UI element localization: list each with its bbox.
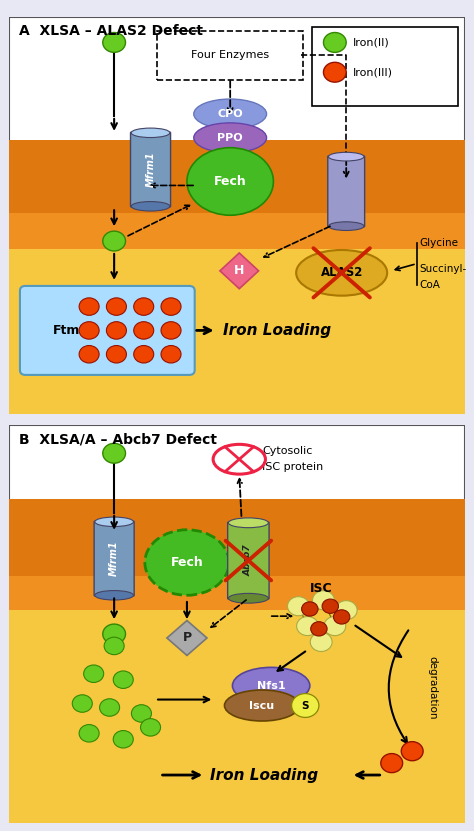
Circle shape (288, 597, 310, 616)
Bar (9, 140, 465, 215)
Text: degradation: degradation (428, 656, 438, 720)
Circle shape (72, 695, 92, 712)
Text: CPO: CPO (218, 109, 243, 119)
Text: Iscu: Iscu (249, 701, 274, 711)
Circle shape (335, 601, 357, 620)
Circle shape (323, 32, 346, 52)
Text: Abcb7: Abcb7 (244, 544, 253, 577)
Text: Fech: Fech (171, 556, 203, 569)
Circle shape (161, 346, 181, 363)
Circle shape (103, 231, 126, 251)
Text: S: S (301, 701, 309, 711)
Ellipse shape (131, 202, 170, 211)
Ellipse shape (194, 99, 266, 129)
FancyBboxPatch shape (20, 286, 195, 375)
Circle shape (134, 346, 154, 363)
Circle shape (79, 346, 99, 363)
Text: Iron(II): Iron(II) (353, 37, 390, 47)
Text: ALAS2: ALAS2 (320, 266, 363, 279)
Circle shape (312, 591, 334, 610)
Text: Glycine: Glycine (419, 238, 458, 248)
Text: A  XLSA – ALAS2 Defect: A XLSA – ALAS2 Defect (18, 24, 202, 37)
Text: Ftmt: Ftmt (53, 324, 86, 337)
Text: Mfrm1: Mfrm1 (146, 152, 155, 187)
Text: ISC: ISC (310, 582, 332, 595)
Bar (9, 249, 465, 414)
Circle shape (310, 632, 332, 652)
Ellipse shape (131, 128, 170, 138)
Bar (9, 577, 465, 612)
Circle shape (83, 665, 104, 682)
Text: Succinyl-: Succinyl- (419, 264, 466, 274)
Circle shape (161, 322, 181, 339)
Ellipse shape (296, 250, 387, 296)
Circle shape (103, 444, 126, 463)
Text: ISC protein: ISC protein (262, 462, 323, 472)
Circle shape (79, 297, 99, 315)
Circle shape (79, 322, 99, 339)
Circle shape (134, 297, 154, 315)
Text: Iron(III): Iron(III) (353, 67, 393, 77)
Circle shape (131, 705, 152, 722)
Text: Nfs1: Nfs1 (257, 681, 285, 691)
Ellipse shape (95, 591, 134, 600)
Text: Four Enzymes: Four Enzymes (191, 50, 269, 60)
Ellipse shape (95, 517, 134, 527)
Circle shape (103, 32, 126, 52)
FancyBboxPatch shape (312, 27, 458, 106)
Ellipse shape (328, 152, 364, 161)
Circle shape (381, 754, 402, 773)
Ellipse shape (232, 667, 310, 704)
Text: B  XLSA/A – Abcb7 Defect: B XLSA/A – Abcb7 Defect (18, 433, 217, 446)
Ellipse shape (194, 123, 266, 153)
Circle shape (100, 699, 119, 716)
FancyBboxPatch shape (328, 156, 365, 227)
Polygon shape (220, 253, 259, 288)
Circle shape (297, 617, 319, 636)
FancyBboxPatch shape (130, 132, 171, 207)
Text: Iron Loading: Iron Loading (210, 768, 318, 783)
Ellipse shape (328, 222, 364, 230)
Text: H: H (234, 264, 245, 278)
Circle shape (113, 730, 133, 748)
Bar (9, 499, 465, 578)
Circle shape (103, 624, 126, 644)
Bar (9, 214, 465, 251)
Ellipse shape (145, 529, 229, 595)
FancyBboxPatch shape (228, 522, 269, 599)
Circle shape (322, 599, 338, 613)
Text: P: P (182, 632, 191, 645)
Circle shape (134, 322, 154, 339)
Circle shape (292, 694, 319, 717)
Text: Mfrm1: Mfrm1 (109, 541, 119, 577)
Circle shape (324, 617, 346, 636)
Text: Fech: Fech (214, 175, 246, 188)
Ellipse shape (187, 148, 273, 215)
Circle shape (113, 671, 133, 688)
Circle shape (301, 602, 318, 616)
Circle shape (106, 322, 127, 339)
Ellipse shape (228, 518, 268, 528)
Ellipse shape (225, 690, 300, 721)
Circle shape (401, 741, 423, 760)
Text: Cytosolic: Cytosolic (262, 446, 312, 456)
Circle shape (311, 622, 327, 636)
Circle shape (323, 62, 346, 82)
Circle shape (104, 637, 124, 655)
Circle shape (79, 725, 99, 742)
FancyBboxPatch shape (94, 521, 134, 596)
Circle shape (106, 346, 127, 363)
Text: Iron Loading: Iron Loading (223, 323, 331, 338)
Circle shape (106, 297, 127, 315)
Circle shape (334, 610, 350, 624)
Text: PPO: PPO (218, 133, 243, 143)
Ellipse shape (228, 593, 268, 603)
Polygon shape (167, 621, 207, 656)
Circle shape (140, 719, 161, 736)
Text: CoA: CoA (419, 280, 440, 290)
Bar (9, 610, 465, 823)
Circle shape (161, 297, 181, 315)
